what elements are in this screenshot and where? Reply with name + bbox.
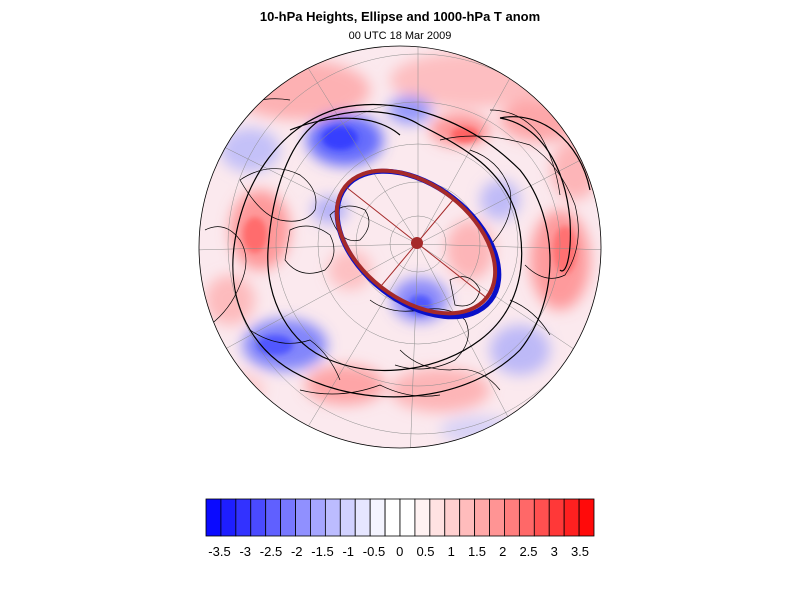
colorbar-tick-label: -3 xyxy=(239,544,251,559)
colorbar-tick-label: 0 xyxy=(396,544,403,559)
colorbar-tick-label: 1.5 xyxy=(468,544,486,559)
colorbar-box xyxy=(235,498,252,537)
colorbar-tick-label: -1 xyxy=(342,544,354,559)
height-contours xyxy=(232,104,591,398)
colorbar-tick-label: 3.5 xyxy=(571,544,589,559)
colorbar-tick-label: -2.5 xyxy=(260,544,282,559)
colorbar-tick-label: -2 xyxy=(291,544,303,559)
colorbar-tick-label: 2.5 xyxy=(519,544,537,559)
colorbar-box xyxy=(414,498,431,537)
colorbar-box xyxy=(504,498,520,537)
colorbar-boxes xyxy=(205,498,595,537)
colorbar-box xyxy=(563,498,580,537)
temperature-anomaly-field xyxy=(199,46,601,448)
colorbar-box xyxy=(459,498,476,537)
colorbar-box xyxy=(444,498,461,537)
colorbar-box xyxy=(384,498,401,537)
colorbar-box xyxy=(220,498,237,537)
colorbar-box xyxy=(578,498,595,537)
vortex-ellipse-red xyxy=(334,168,498,316)
colorbar-box xyxy=(339,498,356,537)
colorbar-tick-label: 3 xyxy=(551,544,558,559)
colorbar-tick-label: -0.5 xyxy=(363,544,385,559)
colorbar-box xyxy=(474,498,490,537)
colorbar-box xyxy=(250,498,267,537)
colorbar-box xyxy=(295,498,311,537)
colorbar-tick-label: 1 xyxy=(448,544,455,559)
colorbar-box xyxy=(533,498,550,537)
map-title: 10-hPa Heights, Ellipse and 1000-hPa T a… xyxy=(259,9,541,24)
colorbar-box xyxy=(489,498,505,537)
colorbar-box xyxy=(548,498,565,537)
colorbar-box xyxy=(518,498,535,537)
graticule xyxy=(199,46,601,448)
globe-boundary xyxy=(198,45,602,449)
colorbar-box xyxy=(369,498,386,537)
colorbar-tick-label: 2 xyxy=(499,544,506,559)
colorbar-box xyxy=(310,498,326,537)
colorbar-box xyxy=(280,498,296,537)
colorbar-box xyxy=(429,498,446,537)
colorbar-labels: -3.5 -3 -2.5 -2 -1.5 -1 -0.5 0 0.5 1 1.5 2 2.5 3 3.5 xyxy=(208,544,589,559)
map-subtitle: 00 UTC 18 Mar 2009 xyxy=(348,30,452,42)
colorbar-box xyxy=(399,498,416,537)
colorbar-box xyxy=(205,498,222,537)
colorbar-tick-label: -1.5 xyxy=(311,544,333,559)
colorbar-box xyxy=(265,498,282,537)
vortex-center-marker xyxy=(411,237,423,249)
colorbar-tick-label: 0.5 xyxy=(416,544,434,559)
colorbar-tick-label: -3.5 xyxy=(208,544,230,559)
polar-map xyxy=(198,45,602,449)
coastlines xyxy=(204,98,579,397)
colorbar-box xyxy=(324,498,341,537)
colorbar-box xyxy=(354,498,371,537)
